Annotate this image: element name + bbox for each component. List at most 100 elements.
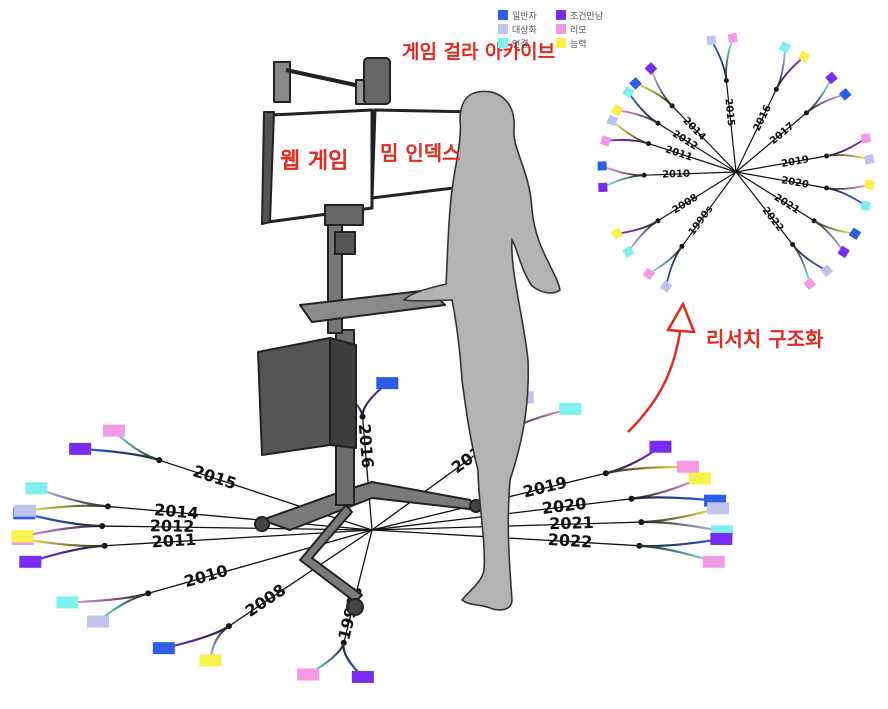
floor-leaf-swatch (11, 530, 34, 543)
leaf-swatch (837, 245, 850, 259)
floor-year-label: 2012 (150, 516, 195, 536)
label-game-archive: 게임 걸라 아카이브 (402, 41, 555, 63)
floor-year-label: 2010 (182, 561, 230, 591)
leaf-swatch (820, 264, 833, 277)
floor-leaf-swatch (199, 654, 222, 667)
floor-leaf-swatch (87, 615, 110, 628)
legend-label: 연결 (512, 39, 529, 50)
floor-leaf-swatch (559, 402, 582, 415)
floor-leaf-swatch (56, 596, 79, 609)
radial-spoke: 2019 (735, 133, 875, 173)
floor-leaf-swatch (649, 440, 672, 453)
legend-item: 리모 (556, 24, 587, 36)
legend-label: 리모 (570, 25, 587, 36)
radial-year-label: 2010 (662, 169, 690, 181)
radial-year-label: 1990s (687, 204, 716, 238)
floor-spoke: 2008 (152, 529, 373, 667)
radial-year-label: 2008 (671, 192, 700, 216)
legend-label: 조건만남 (570, 11, 603, 22)
legend-item: 일반자 (498, 10, 538, 22)
floor-radial-diagram: 1990s20082010201120122014201520162017201… (11, 377, 733, 683)
leaf-swatch (597, 161, 607, 171)
legend-swatch-icon (556, 10, 566, 20)
floor-leaf-swatch (688, 472, 711, 485)
legend-label: 대상화 (512, 25, 537, 36)
floor-year-label: 2021 (549, 513, 594, 533)
leaf-swatch (644, 62, 658, 75)
floor-spoke: 2019 (371, 440, 699, 531)
floor-year-label: 2008 (242, 580, 290, 621)
label-web-game: 웹 게임 (280, 149, 348, 174)
legend-item: 연결 (498, 38, 529, 50)
leaf-swatch (610, 227, 624, 240)
person-silhouette (402, 90, 561, 611)
floor-spoke: 2022 (371, 529, 733, 568)
radial-spoke: 2012 (610, 85, 737, 173)
leaf-swatch (803, 277, 817, 291)
red-arrow (627, 301, 696, 433)
floor-leaf-swatch (102, 424, 125, 437)
radial-year-label: 2022 (760, 205, 786, 234)
radial-spoke: 1990s (642, 171, 737, 293)
floor-year-label: 2016 (355, 423, 378, 469)
radial-year-label: 2016 (752, 103, 774, 133)
radial-spoke: 2008 (610, 171, 737, 259)
floor-year-label: 2022 (547, 530, 593, 552)
leaf-swatch (610, 104, 624, 117)
leaf-swatch (727, 33, 738, 43)
leaf-swatch (864, 154, 875, 165)
floor-year-label: 2015 (191, 461, 239, 493)
legend-item: 조건만남 (556, 10, 603, 22)
leaf-swatch (598, 182, 608, 193)
floor-spoke: 2014 (13, 482, 373, 531)
radial-year-label: 2020 (780, 175, 809, 191)
floor-leaf-swatch (702, 555, 725, 568)
floor-leaf-swatch (297, 668, 320, 681)
radial-year-label: 2019 (781, 154, 810, 170)
leaf-swatch (622, 85, 635, 99)
floor-leaf-swatch (376, 377, 399, 390)
legend-swatch-icon (498, 24, 508, 34)
leaf-swatch (864, 179, 875, 190)
monitor-stand (254, 57, 483, 616)
floor-leaf-swatch (25, 482, 48, 495)
floor-leaf-swatch (69, 442, 92, 455)
label-meme-index: 밈 인덱스 (380, 141, 461, 165)
legend-swatch-icon (498, 38, 508, 48)
radial-year-label: 2017 (768, 121, 796, 147)
leaf-swatch (778, 41, 791, 54)
legend-swatch-icon (498, 10, 508, 20)
legend-label: 일반자 (512, 11, 538, 22)
leaf-swatch (599, 135, 612, 147)
leaf-swatch (642, 267, 656, 281)
radial-spoke: 2020 (735, 171, 875, 211)
radial-spoke: 2022 (735, 171, 833, 291)
radial-spoke: 2016 (735, 41, 811, 173)
leaf-swatch (860, 200, 871, 211)
radial-spoke: 2011 (599, 114, 737, 173)
legend-item: 능력 (556, 38, 587, 50)
leaf-swatch (606, 114, 618, 127)
leaf-swatch (838, 88, 852, 101)
leaf-swatch (622, 245, 635, 259)
legend-swatch-icon (556, 38, 566, 48)
radial-year-label: 2021 (772, 192, 801, 216)
radial-spoke: 2010 (597, 161, 737, 193)
leaf-swatch (825, 71, 838, 85)
leaf-swatch (659, 280, 673, 293)
leaf-swatch (706, 35, 717, 46)
floor-leaf-swatch (707, 502, 730, 515)
legend-item: 대상화 (498, 24, 537, 36)
leaf-swatch (848, 227, 862, 240)
legend-swatch-icon (556, 24, 566, 34)
floor-leaf-swatch (13, 504, 36, 517)
leaf-swatch (860, 133, 871, 144)
leaf-swatch (798, 50, 811, 63)
floor-leaf-swatch (152, 642, 175, 655)
floor-leaf-swatch (676, 460, 699, 473)
floor-leaf-swatch (351, 670, 374, 683)
legend-label: 능력 (570, 38, 587, 50)
